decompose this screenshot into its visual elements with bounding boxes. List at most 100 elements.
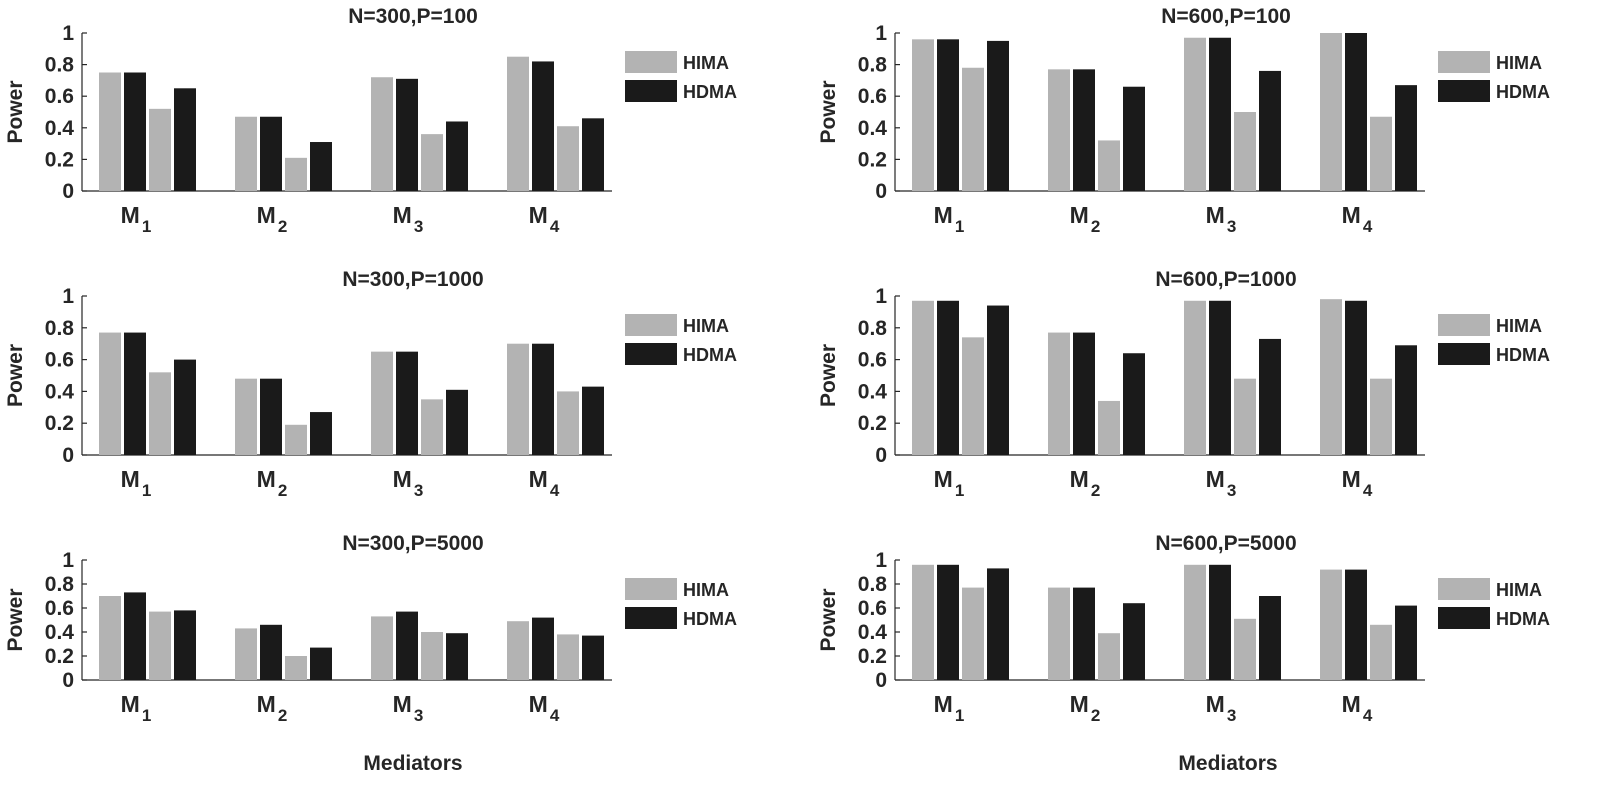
bar-hima-3-1 bbox=[1184, 564, 1206, 680]
legend-swatch-hima bbox=[625, 51, 677, 73]
bar-hima-4-3 bbox=[1370, 116, 1392, 191]
legend-label-hima: HIMA bbox=[1496, 53, 1542, 73]
y-tick-label: 1 bbox=[62, 22, 74, 45]
bar-hima-2-3 bbox=[285, 424, 307, 455]
x-axis-label-right: Mediators bbox=[1178, 752, 1277, 775]
y-tick-label: 0 bbox=[62, 444, 74, 467]
bar-hima-2-3 bbox=[285, 157, 307, 191]
chart-panel-6: 00.20.40.60.81 Power N=600,P=5000 M 1 M 2 M 3 M 4 H… bbox=[817, 532, 1550, 725]
y-tick-label: 0.8 bbox=[45, 317, 75, 340]
y-tick-label: 1 bbox=[62, 285, 74, 308]
bar-hima-3-1 bbox=[1184, 37, 1206, 191]
bar-hdma-4-2 bbox=[532, 617, 554, 680]
bar-hdma-1-4 bbox=[987, 568, 1009, 680]
y-tick-label: 0 bbox=[875, 669, 887, 692]
bar-hdma-4-4 bbox=[1395, 605, 1417, 680]
bar-hdma-2-4 bbox=[310, 412, 332, 455]
y-tick-label: 0.4 bbox=[858, 380, 888, 403]
y-axis-label: Power bbox=[4, 80, 27, 143]
bar-hima-3-3 bbox=[421, 399, 443, 455]
bar-hima-3-3 bbox=[1234, 112, 1256, 191]
y-tick-label: 1 bbox=[875, 22, 887, 45]
y-axis-label: Power bbox=[817, 588, 840, 651]
bar-hima-1-3 bbox=[962, 587, 984, 680]
bar-hdma-4-2 bbox=[532, 343, 554, 455]
bar-hdma-2-2 bbox=[260, 624, 282, 680]
bar-hima-1-3 bbox=[149, 611, 171, 680]
legend-label-hima: HIMA bbox=[683, 580, 729, 600]
bar-hima-2-1 bbox=[1048, 69, 1070, 191]
bar-hima-1-1 bbox=[99, 72, 121, 191]
bar-hdma-1-4 bbox=[987, 40, 1009, 192]
y-axis-label: Power bbox=[817, 344, 840, 407]
bar-hdma-3-4 bbox=[1259, 70, 1281, 191]
y-tick-label: 0.8 bbox=[858, 317, 888, 340]
y-tick-label: 0.6 bbox=[858, 597, 887, 620]
y-tick-label: 0.6 bbox=[858, 85, 887, 108]
legend-label-hima: HIMA bbox=[1496, 580, 1542, 600]
legend-swatch-hdma bbox=[625, 80, 677, 102]
bar-hdma-1-4 bbox=[174, 610, 196, 680]
bar-hdma-4-2 bbox=[1345, 33, 1367, 191]
legend-label-hdma: HDMA bbox=[683, 345, 737, 365]
bar-hima-3-1 bbox=[371, 77, 393, 191]
bar-hima-2-3 bbox=[1098, 140, 1120, 191]
bar-hima-2-3 bbox=[1098, 400, 1120, 455]
chart-panel-1: 0 0.2 0.4 0.6 0.8 1 Power N=300,P=100 M 1 M 2 M 3 M 4 HI… bbox=[4, 5, 737, 236]
bar-hdma-3-4 bbox=[1259, 596, 1281, 680]
bar-hdma-2-2 bbox=[260, 378, 282, 455]
legend-swatch-hdma bbox=[1438, 343, 1490, 365]
legend-swatch-hima bbox=[1438, 578, 1490, 600]
bar-hima-4-1 bbox=[507, 343, 529, 455]
chart-title: N=300,P=1000 bbox=[342, 268, 483, 291]
bar-hdma-4-2 bbox=[1345, 569, 1367, 680]
y-axis-label: Power bbox=[817, 80, 840, 143]
bar-hdma-2-2 bbox=[260, 116, 282, 191]
legend-swatch-hdma bbox=[1438, 607, 1490, 629]
y-tick-label: 0.6 bbox=[45, 85, 74, 108]
bar-hima-4-1 bbox=[507, 56, 529, 192]
bar-hdma-1-2 bbox=[937, 564, 959, 680]
bar-hima-4-3 bbox=[1370, 624, 1392, 680]
legend-label-hdma: HDMA bbox=[1496, 345, 1550, 365]
bar-hdma-4-4 bbox=[582, 386, 604, 455]
bar-hdma-3-4 bbox=[446, 389, 468, 455]
y-tick-label: 0.4 bbox=[45, 117, 75, 140]
y-tick-label: 0.8 bbox=[45, 573, 75, 596]
chart-title: N=300,P=100 bbox=[348, 5, 478, 28]
bar-hima-3-1 bbox=[371, 351, 393, 455]
chart-panel-2: 0 0.2 0.4 0.6 0.8 1 Power N=600,P=100 M 1 M 2 M 3 M 4 HI… bbox=[817, 5, 1550, 236]
bar-hima-1-1 bbox=[99, 332, 121, 455]
bar-hdma-4-4 bbox=[582, 635, 604, 680]
chart-title: N=300,P=5000 bbox=[342, 532, 483, 555]
bar-hdma-2-4 bbox=[310, 647, 332, 680]
legend-swatch-hima bbox=[625, 578, 677, 600]
bar-hima-1-1 bbox=[912, 300, 934, 455]
bar-hdma-2-2 bbox=[1073, 69, 1095, 191]
y-tick-label: 0.8 bbox=[45, 54, 75, 77]
legend-swatch-hdma bbox=[625, 343, 677, 365]
y-tick-label: 0.2 bbox=[45, 412, 74, 435]
bar-hima-2-1 bbox=[1048, 332, 1070, 455]
y-tick-label: 1 bbox=[62, 549, 74, 572]
y-tick-label: 0.2 bbox=[858, 148, 887, 171]
y-tick-label: 0.4 bbox=[45, 380, 75, 403]
y-tick-label: 1 bbox=[875, 285, 887, 308]
chart-title: N=600,P=100 bbox=[1161, 5, 1291, 28]
y-tick-label: 0.2 bbox=[45, 148, 74, 171]
y-axis-label: Power bbox=[4, 344, 27, 407]
bar-hdma-1-4 bbox=[174, 88, 196, 191]
bar-hima-2-1 bbox=[235, 628, 257, 680]
y-tick-label: 0.2 bbox=[858, 412, 887, 435]
bar-hima-4-3 bbox=[557, 126, 579, 191]
